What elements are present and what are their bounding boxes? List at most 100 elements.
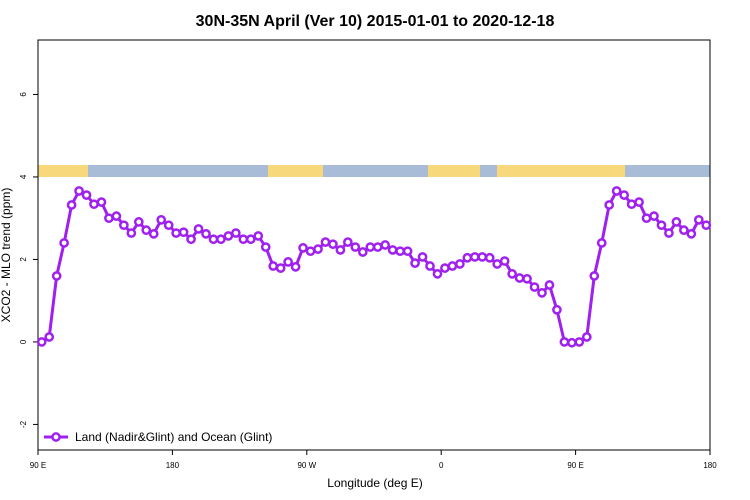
- land-band: [38, 165, 88, 177]
- data-point: [216, 234, 226, 245]
- data-point: [148, 229, 159, 239]
- data-point: [96, 197, 107, 207]
- data-point: [126, 228, 137, 238]
- data-point: [260, 242, 271, 252]
- data-point: [507, 269, 517, 279]
- data-point: [440, 263, 450, 273]
- data-point: [552, 304, 562, 315]
- data-point: [335, 245, 346, 255]
- data-point: [89, 199, 99, 210]
- data-point: [537, 287, 547, 298]
- legend-marker: [51, 432, 61, 442]
- data-point: [387, 245, 398, 255]
- data-point: [641, 213, 652, 224]
- data-point: [357, 247, 368, 257]
- data-point: [462, 252, 473, 263]
- data-point: [66, 200, 77, 210]
- data-point: [544, 280, 555, 290]
- data-point: [186, 234, 196, 245]
- data-point: [671, 217, 682, 227]
- data-point: [395, 246, 405, 257]
- data-point: [193, 224, 204, 234]
- x-tick-label: 180: [703, 461, 717, 470]
- data-point: [178, 227, 189, 238]
- data-point: [656, 220, 667, 231]
- data-point: [59, 238, 69, 248]
- land-ocean-strip: [38, 165, 710, 177]
- data-point: [469, 252, 480, 262]
- data-point: [372, 242, 383, 252]
- data-point: [380, 240, 391, 250]
- land-band: [268, 165, 323, 177]
- y-tick-label: -2: [19, 420, 28, 428]
- x-tick-label: 90 E: [30, 461, 46, 470]
- data-point: [447, 261, 458, 271]
- data-point: [343, 237, 353, 247]
- legend-label: Land (Nadir&Glint) and Ocean (Glint): [75, 430, 272, 444]
- x-tick-label: 90 E: [567, 461, 583, 470]
- data-point: [701, 220, 712, 231]
- data-point: [634, 197, 644, 207]
- y-tick-label: 4: [19, 174, 28, 179]
- data-point: [238, 234, 249, 245]
- data-point: [425, 261, 435, 271]
- data-point: [51, 271, 62, 281]
- data-point: [477, 252, 488, 262]
- y-tick-label: 6: [19, 92, 28, 97]
- data-point: [275, 263, 286, 273]
- data-point: [365, 242, 376, 252]
- data-point: [111, 211, 122, 221]
- series-line: [40, 188, 708, 345]
- data-point: [313, 244, 323, 254]
- data-point: [81, 190, 92, 200]
- y-tick-label: 2: [19, 257, 28, 262]
- data-point: [522, 273, 532, 284]
- data-point: [245, 234, 256, 245]
- data-point: [559, 337, 570, 347]
- data-point: [141, 225, 152, 236]
- data-point: [350, 242, 361, 252]
- data-point: [484, 252, 495, 263]
- data-point: [679, 225, 689, 236]
- data-point: [589, 271, 600, 281]
- y-axis-label: XCO2 - MLO trend (ppm): [0, 188, 13, 323]
- data-point: [44, 332, 55, 342]
- plot-frame: [37, 39, 711, 451]
- data-point: [604, 200, 615, 210]
- data-point: [432, 269, 443, 279]
- data-point: [626, 199, 637, 210]
- data-point: [328, 239, 338, 250]
- data-point: [305, 246, 316, 257]
- x-axis-label: Longitude (deg E): [327, 476, 422, 490]
- chart-title: 30N-35N April (Ver 10) 2015-01-01 to 202…: [196, 13, 555, 30]
- data-point: [253, 231, 264, 241]
- data-point: [320, 237, 331, 247]
- x-tick-label: 180: [166, 461, 180, 470]
- x-tick-label: 0: [439, 461, 444, 470]
- data-point: [514, 273, 525, 283]
- data-point: [596, 238, 607, 248]
- data-point: [417, 252, 428, 262]
- data-point: [163, 220, 174, 231]
- data-point: [171, 228, 181, 238]
- data-point: [649, 211, 659, 221]
- data-point: [529, 282, 540, 292]
- data-point: [492, 259, 503, 269]
- land-band: [428, 165, 480, 177]
- data-point: [664, 228, 674, 238]
- data-point: [283, 257, 293, 267]
- data-point: [133, 217, 144, 227]
- data-point: [231, 228, 241, 238]
- y-tick-label: 0: [19, 339, 28, 344]
- data-point: [455, 259, 465, 269]
- data-point: [290, 262, 301, 272]
- data-point: [619, 190, 629, 200]
- data-point: [410, 258, 420, 268]
- data-point: [208, 234, 219, 245]
- data-point: [104, 213, 114, 224]
- data-point: [119, 220, 129, 231]
- land-band: [497, 165, 625, 177]
- data-point: [567, 337, 577, 348]
